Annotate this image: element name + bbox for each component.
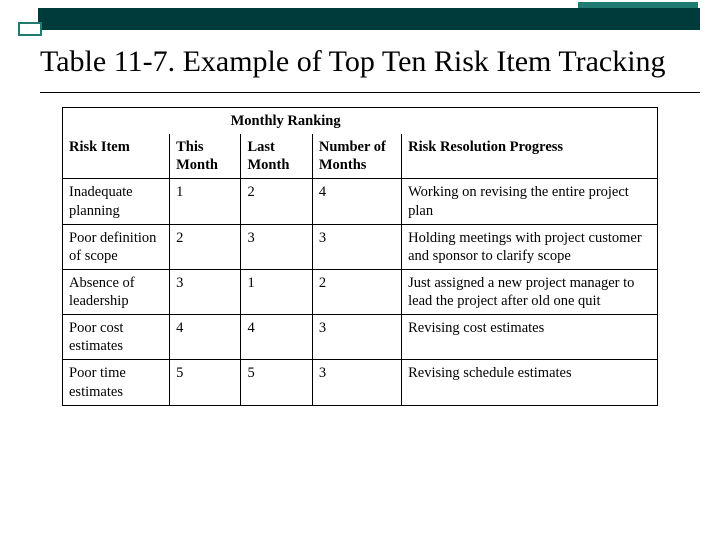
cell-last-month: 5 bbox=[241, 360, 312, 405]
cell-progress: Holding meetings with project customer a… bbox=[402, 224, 658, 269]
table-column-header-row: Risk Item This Month Last Month Number o… bbox=[63, 134, 658, 179]
header-main-bar bbox=[38, 8, 700, 30]
risk-table-body: Inadequate planning 1 2 4 Working on rev… bbox=[63, 179, 658, 405]
risk-table-container: Monthly Ranking Risk Item This Month Las… bbox=[0, 107, 720, 406]
table-row: Poor definition of scope 2 3 3 Holding m… bbox=[63, 224, 658, 269]
table-row: Inadequate planning 1 2 4 Working on rev… bbox=[63, 179, 658, 224]
cell-risk-item: Absence of leadership bbox=[63, 269, 170, 314]
cell-progress: Revising schedule estimates bbox=[402, 360, 658, 405]
title-block: Table 11-7. Example of Top Ten Risk Item… bbox=[0, 40, 720, 86]
col-header-this-month: This Month bbox=[170, 134, 241, 179]
cell-last-month: 3 bbox=[241, 224, 312, 269]
slide-title: Table 11-7. Example of Top Ten Risk Item… bbox=[40, 44, 680, 80]
cell-num-months: 4 bbox=[312, 179, 401, 224]
cell-this-month: 1 bbox=[170, 179, 241, 224]
table-row: Poor time estimates 5 5 3 Revising sched… bbox=[63, 360, 658, 405]
col-header-progress: Risk Resolution Progress bbox=[402, 134, 658, 179]
title-underline bbox=[40, 92, 700, 93]
cell-num-months: 3 bbox=[312, 315, 401, 360]
span-header-blank-left bbox=[63, 108, 170, 135]
col-header-num-months: Number of Months bbox=[312, 134, 401, 179]
monthly-ranking-header: Monthly Ranking bbox=[170, 108, 402, 135]
cell-num-months: 2 bbox=[312, 269, 401, 314]
cell-risk-item: Poor definition of scope bbox=[63, 224, 170, 269]
table-span-header-row: Monthly Ranking bbox=[63, 108, 658, 135]
cell-progress: Just assigned a new project manager to l… bbox=[402, 269, 658, 314]
cell-last-month: 4 bbox=[241, 315, 312, 360]
cell-progress: Working on revising the entire project p… bbox=[402, 179, 658, 224]
col-header-last-month: Last Month bbox=[241, 134, 312, 179]
cell-this-month: 3 bbox=[170, 269, 241, 314]
table-row: Poor cost estimates 4 4 3 Revising cost … bbox=[63, 315, 658, 360]
span-header-blank-right bbox=[402, 108, 658, 135]
cell-this-month: 4 bbox=[170, 315, 241, 360]
table-row: Absence of leadership 3 1 2 Just assigne… bbox=[63, 269, 658, 314]
cell-risk-item: Poor time estimates bbox=[63, 360, 170, 405]
cell-this-month: 2 bbox=[170, 224, 241, 269]
risk-table: Monthly Ranking Risk Item This Month Las… bbox=[62, 107, 658, 406]
header-small-box bbox=[18, 22, 42, 36]
cell-risk-item: Poor cost estimates bbox=[63, 315, 170, 360]
cell-num-months: 3 bbox=[312, 224, 401, 269]
cell-progress: Revising cost estimates bbox=[402, 315, 658, 360]
cell-risk-item: Inadequate planning bbox=[63, 179, 170, 224]
decorative-header-bars bbox=[0, 0, 720, 40]
col-header-risk-item: Risk Item bbox=[63, 134, 170, 179]
cell-last-month: 1 bbox=[241, 269, 312, 314]
cell-num-months: 3 bbox=[312, 360, 401, 405]
cell-this-month: 5 bbox=[170, 360, 241, 405]
cell-last-month: 2 bbox=[241, 179, 312, 224]
